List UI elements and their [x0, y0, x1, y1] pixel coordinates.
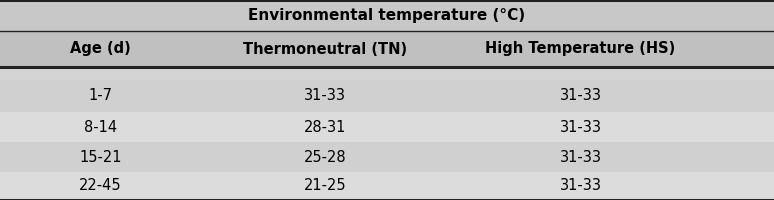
FancyBboxPatch shape [0, 0, 774, 31]
Text: High Temperature (HS): High Temperature (HS) [485, 42, 676, 56]
Text: 31-33: 31-33 [560, 119, 601, 134]
Text: 31-33: 31-33 [560, 88, 601, 104]
Text: Thermoneutral (TN): Thermoneutral (TN) [243, 42, 407, 56]
Text: 1-7: 1-7 [88, 88, 113, 104]
Text: 25-28: 25-28 [303, 150, 347, 164]
Text: 31-33: 31-33 [560, 150, 601, 164]
Text: 31-33: 31-33 [560, 178, 601, 194]
Text: 21-25: 21-25 [303, 178, 347, 194]
Text: 31-33: 31-33 [304, 88, 346, 104]
Text: 8-14: 8-14 [84, 119, 117, 134]
Text: 22-45: 22-45 [79, 178, 122, 194]
Text: 28-31: 28-31 [304, 119, 346, 134]
FancyBboxPatch shape [0, 80, 774, 112]
Text: Environmental temperature (°C): Environmental temperature (°C) [248, 8, 526, 23]
FancyBboxPatch shape [0, 172, 774, 200]
FancyBboxPatch shape [0, 31, 774, 67]
FancyBboxPatch shape [0, 142, 774, 172]
Text: Age (d): Age (d) [70, 42, 131, 56]
Text: 15-21: 15-21 [80, 150, 122, 164]
FancyBboxPatch shape [0, 112, 774, 142]
FancyBboxPatch shape [0, 67, 774, 80]
